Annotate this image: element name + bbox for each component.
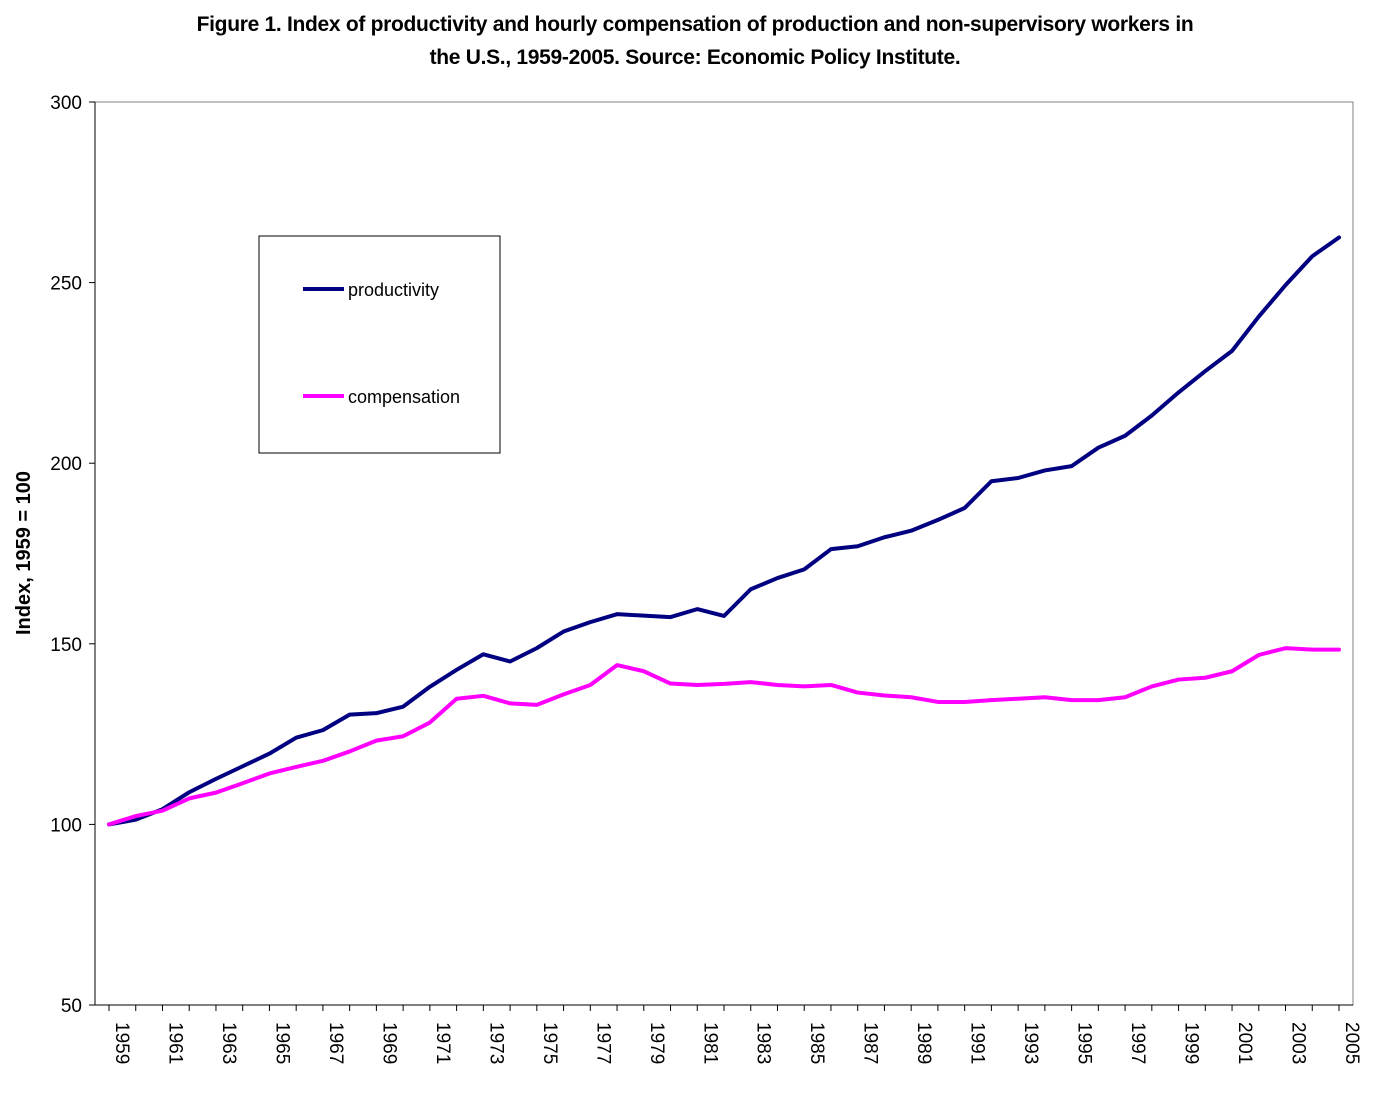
x-tick-label: 1959 (111, 1022, 132, 1064)
x-tick-label: 1997 (1127, 1022, 1148, 1064)
legend-box (258, 235, 501, 454)
x-tick-label: 1963 (218, 1022, 239, 1064)
series-line-compensation (107, 646, 1341, 827)
y-tick-label: 150 (50, 635, 82, 656)
x-tick-label: 1977 (592, 1022, 613, 1064)
chart-title-line-2: the U.S., 1959-2005. Source: Economic Po… (429, 46, 961, 69)
x-tick-label: 1969 (378, 1022, 399, 1064)
x-tick-label: 1961 (164, 1022, 185, 1064)
legend: productivity compensation (258, 235, 501, 454)
series-line-productivity (107, 235, 1341, 827)
x-tick-label: 1993 (1020, 1022, 1041, 1064)
series-group (107, 235, 1341, 827)
x-tick-label: 1967 (325, 1022, 346, 1064)
y-tick-label: 50 (61, 996, 82, 1017)
chart-title: Figure 1. Index of productivity and hour… (80, 8, 1310, 74)
x-tick-label: 1981 (699, 1022, 720, 1064)
y-axis: 50 100 150 200 250 300 (50, 93, 96, 1017)
x-tick-label: 1989 (913, 1022, 934, 1064)
legend-productivity-label: productivity (348, 280, 439, 300)
x-tick-label: 1991 (967, 1022, 988, 1064)
y-axis-title: Index, 1959 = 100 (13, 471, 35, 635)
x-tick-label: 2001 (1234, 1022, 1255, 1064)
x-tick-label: 1975 (539, 1022, 560, 1064)
y-tick-label: 100 (50, 815, 82, 836)
x-tick-label: 1973 (485, 1022, 506, 1064)
x-tick-label: 1971 (432, 1022, 453, 1064)
y-tick-label: 200 (50, 454, 82, 475)
chart-title-line-1: Figure 1. Index of productivity and hour… (196, 13, 1194, 36)
legend-compensation-label: compensation (348, 387, 460, 407)
y-tick-label: 300 (50, 93, 82, 114)
x-tick-label: 2005 (1341, 1022, 1362, 1064)
x-tick-label: 1979 (646, 1022, 667, 1064)
x-tick-label: 1965 (271, 1022, 292, 1064)
x-tick-label: 2003 (1288, 1022, 1309, 1064)
x-tick-label: 1983 (753, 1022, 774, 1064)
y-tick-label: 250 (50, 274, 82, 295)
x-axis: 1959 1961 1963 1965 1967 1969 1971 1973 1975 1977… (95, 1004, 1362, 1064)
x-tick-label: 1999 (1181, 1022, 1202, 1064)
x-tick-label: 1985 (806, 1022, 827, 1064)
x-tick-label: 1987 (860, 1022, 881, 1064)
x-tick-label: 1995 (1074, 1022, 1095, 1064)
